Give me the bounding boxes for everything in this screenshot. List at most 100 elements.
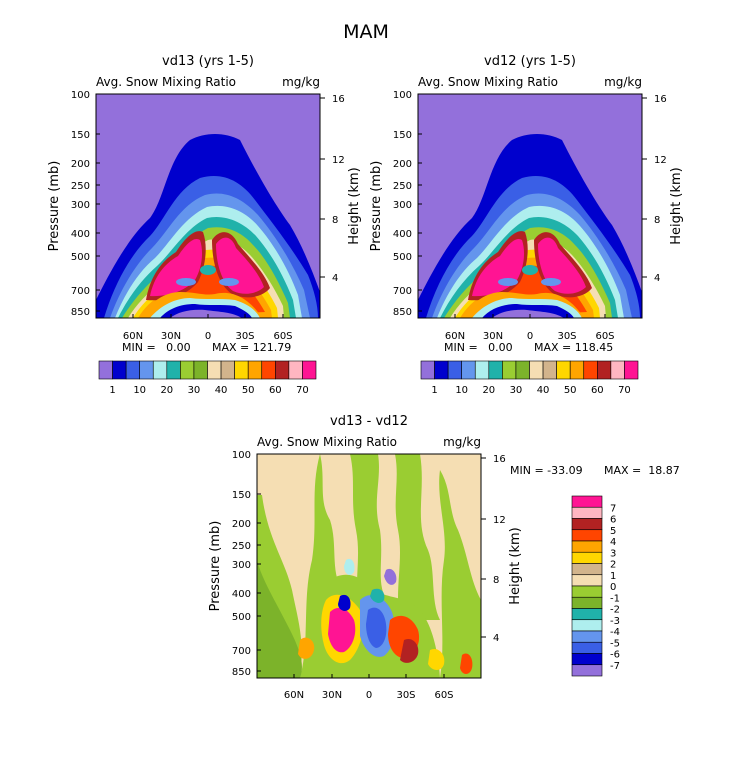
colorbar-swatch — [193, 360, 208, 380]
colorbar-swatch — [571, 641, 603, 654]
colorbar-label: 0 — [610, 582, 616, 593]
panel-title: vd13 - vd12 — [330, 414, 408, 429]
colorbar-label: 10 — [455, 385, 468, 396]
x-tick-label: 60S — [434, 690, 453, 701]
heatmap-field — [257, 454, 481, 678]
colorbar-swatch — [207, 360, 222, 380]
colorbar-swatch — [571, 551, 603, 564]
y-tick-label: 400 — [232, 589, 251, 600]
colorbar-swatch — [571, 608, 603, 621]
colorbar-label: -2 — [610, 605, 620, 616]
colorbar-swatch — [488, 360, 503, 380]
y2-tick-label: 8 — [493, 575, 499, 586]
colorbar-label: 50 — [564, 385, 577, 396]
colorbar-swatch — [569, 360, 585, 380]
colorbar-swatch — [624, 360, 639, 380]
colorbar-swatch — [610, 360, 625, 380]
y-ticks: 100 150 200 250 300 400 500 700 850 — [71, 90, 100, 318]
y2-tick-label: 16 — [332, 94, 345, 105]
x-tick-label: 0 — [527, 331, 533, 342]
max-label: MAX = 118.45 — [534, 341, 613, 354]
y2-tick-label: 8 — [654, 215, 660, 226]
colorbar-swatch — [571, 619, 603, 632]
y-tick-label: 300 — [232, 560, 251, 571]
colorbar-label: 60 — [591, 385, 604, 396]
x-tick-label: 60N — [123, 331, 143, 342]
colorbar-label: 4 — [610, 537, 616, 548]
colorbar-label: 20 — [160, 385, 173, 396]
colorbar-swatch — [112, 360, 127, 380]
y2-ticks: 16 12 8 4 — [642, 94, 667, 284]
colorbar-label: -1 — [610, 593, 620, 604]
colorbar-label: -4 — [610, 627, 620, 638]
colorbar-label: 40 — [537, 385, 550, 396]
x-tick-label: 30S — [396, 690, 415, 701]
x-tick-label: 60S — [273, 331, 292, 342]
y-tick-label: 700 — [393, 286, 412, 297]
min-label: MIN = 0.00 — [444, 341, 513, 354]
colorbar-swatch — [571, 495, 603, 508]
colorbar-swatch — [275, 360, 290, 380]
colorbar-swatch — [571, 574, 603, 587]
colorbar-label: 7 — [610, 503, 616, 514]
colorbar-label: 1 — [431, 385, 437, 396]
colorbar-swatch — [98, 360, 113, 380]
y2-tick-label: 16 — [493, 454, 506, 465]
colorbar-label: 10 — [133, 385, 146, 396]
colorbar-label: 20 — [482, 385, 495, 396]
colorbar-label: -6 — [610, 650, 620, 661]
colorbar-label: -3 — [610, 616, 620, 627]
y2-axis-title: Height (km) — [347, 167, 362, 244]
colorbar-swatch — [461, 360, 476, 380]
y-ticks: 100 150 200 250 300 400 500 700 850 — [393, 90, 422, 318]
y-tick-label: 150 — [71, 130, 90, 141]
y2-tick-label: 4 — [654, 273, 660, 284]
colorbar-label: 1 — [109, 385, 115, 396]
y2-tick-label: 12 — [654, 155, 667, 166]
panel-subtitle: Avg. Snow Mixing Ratio — [96, 75, 236, 89]
panel-title: vd12 (yrs 1-5) — [484, 54, 576, 69]
colorbar-swatch — [166, 360, 181, 380]
colorbar-swatch — [542, 360, 557, 380]
min-label: MIN = 0.00 — [122, 341, 191, 354]
y-tick-label: 700 — [71, 286, 90, 297]
colorbar-label: 70 — [296, 385, 309, 396]
panel-vd12: vd12 (yrs 1-5) Avg. Snow Mixing Ratio mg… — [369, 54, 684, 396]
y-tick-label: 500 — [393, 252, 412, 263]
y-tick-label: 400 — [71, 229, 90, 240]
y-tick-label: 250 — [232, 541, 251, 552]
colorbar-swatch — [180, 360, 195, 380]
colorbar-swatch — [447, 360, 462, 380]
y-tick-label: 850 — [232, 667, 251, 678]
colorbar-swatch — [288, 360, 303, 380]
y2-tick-label: 4 — [493, 633, 499, 644]
colorbar-label: 40 — [215, 385, 228, 396]
figure-title: MAM — [343, 21, 389, 43]
panel-units: mg/kg — [282, 75, 320, 89]
y-tick-label: 100 — [232, 450, 251, 461]
y-tick-label: 500 — [71, 252, 90, 263]
y-tick-label: 850 — [71, 307, 90, 318]
y2-tick-label: 12 — [332, 155, 345, 166]
x-tick-label: 30S — [235, 331, 254, 342]
y-axis-title: Pressure (mb) — [369, 161, 384, 252]
colorbar-swatch — [502, 360, 517, 380]
y-tick-label: 150 — [393, 130, 412, 141]
colorbar-swatch — [571, 596, 603, 609]
colorbar-label: 60 — [269, 385, 282, 396]
panel-subtitle: Avg. Snow Mixing Ratio — [257, 435, 397, 449]
y-axis-title: Pressure (mb) — [47, 161, 62, 252]
colorbar-swatch — [571, 540, 603, 553]
y2-axis-title: Height (km) — [669, 167, 684, 244]
colorbar-swatch — [302, 360, 317, 380]
colorbar-swatch — [571, 630, 603, 643]
panel-title: vd13 (yrs 1-5) — [162, 54, 254, 69]
colorbar-label: 30 — [510, 385, 523, 396]
x-ticks: 60N 30N 0 30S 60S — [284, 674, 454, 701]
colorbar-label: 50 — [242, 385, 255, 396]
colorbar-label: 6 — [610, 515, 616, 526]
y2-tick-label: 4 — [332, 273, 338, 284]
colorbar-swatch — [529, 360, 544, 380]
y-tick-label: 700 — [232, 646, 251, 657]
